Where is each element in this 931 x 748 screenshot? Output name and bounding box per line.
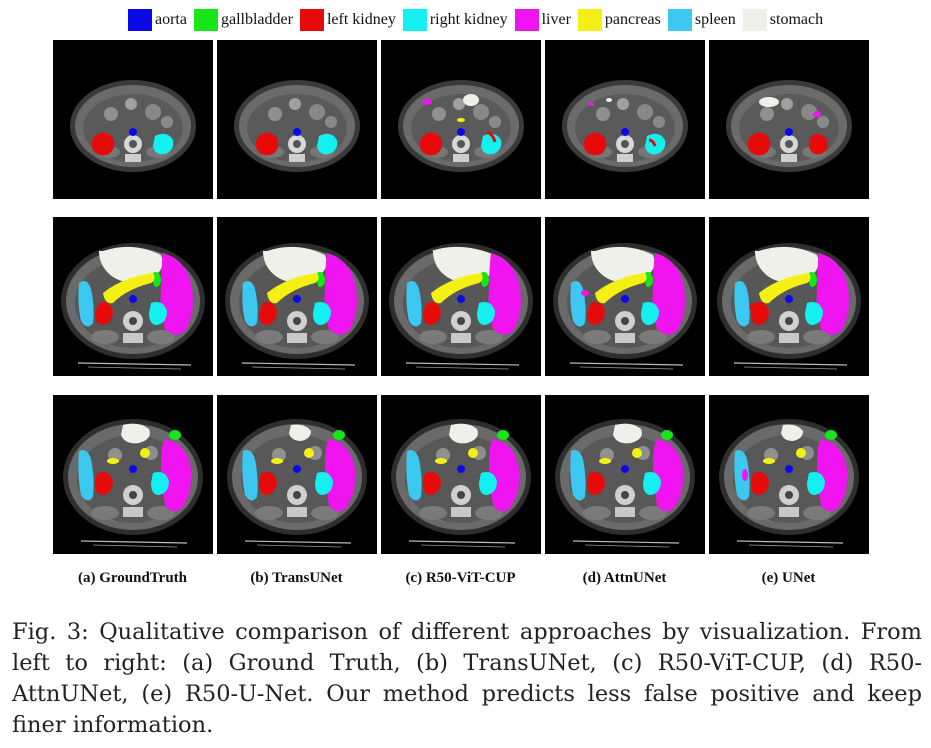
ct-slice-unet-row-1 [709, 40, 869, 199]
ct-slice-attnunet-row-3 [545, 395, 705, 554]
legend-label: aorta [155, 11, 187, 28]
legend-label: right kidney [429, 11, 508, 28]
legend-label: liver [541, 11, 571, 28]
legend-item: liver [514, 9, 571, 31]
legend-swatch [193, 9, 218, 31]
column-label-r50-vit-cup: (c) R50-ViT-CUP [405, 570, 516, 586]
legend-item: pancreas [577, 9, 661, 31]
ct-slice-r50-vit-cup-row-1 [381, 40, 541, 199]
legend: aorta gallbladder left kidney right kidney l… [128, 6, 888, 34]
ct-slice-transunet-row-3 [217, 395, 377, 554]
legend-swatch [742, 9, 767, 31]
column-label-groundtruth: (a) GroundTruth [77, 570, 188, 586]
ct-slice-unet-row-2 [709, 217, 869, 376]
figure-caption: Fig. 3: Qualitative comparison of differ… [12, 619, 922, 738]
ct-slice-attnunet-row-1 [545, 40, 705, 199]
ct-slice-groundtruth-row-2 [53, 217, 213, 376]
legend-label: spleen [694, 11, 736, 28]
legend-swatch [128, 9, 152, 31]
column-label-attnunet: (d) AttnUNet [582, 570, 667, 586]
ct-slice-r50-vit-cup-row-3 [381, 395, 541, 554]
ct-slice-groundtruth-row-3 [53, 395, 213, 554]
legend-item: right kidney [402, 9, 508, 31]
legend-label: left kidney [326, 11, 396, 28]
legend-item: stomach [742, 9, 824, 31]
legend-swatch [299, 9, 324, 31]
legend-label: gallbladder [220, 11, 293, 28]
ct-slice-groundtruth-row-1 [53, 40, 213, 199]
legend-swatch [667, 9, 692, 31]
legend-swatch [577, 9, 602, 31]
ct-slice-r50-vit-cup-row-2 [381, 217, 541, 376]
legend-swatch [514, 9, 539, 31]
legend-label: stomach [769, 11, 824, 28]
legend-item: spleen [667, 9, 736, 31]
legend-item: left kidney [299, 9, 396, 31]
legend-label: pancreas [604, 11, 661, 28]
ct-slice-attnunet-row-2 [545, 217, 705, 376]
ct-slice-unet-row-3 [709, 395, 869, 554]
legend-item: aorta [128, 9, 187, 31]
column-label-transunet: (b) TransUNet [250, 570, 343, 586]
column-label-unet: (e) UNet [761, 570, 816, 586]
legend-swatch [402, 9, 427, 31]
comparison-grid [53, 40, 875, 554]
ct-slice-transunet-row-1 [217, 40, 377, 199]
ct-slice-transunet-row-2 [217, 217, 377, 376]
legend-item: gallbladder [193, 9, 293, 31]
